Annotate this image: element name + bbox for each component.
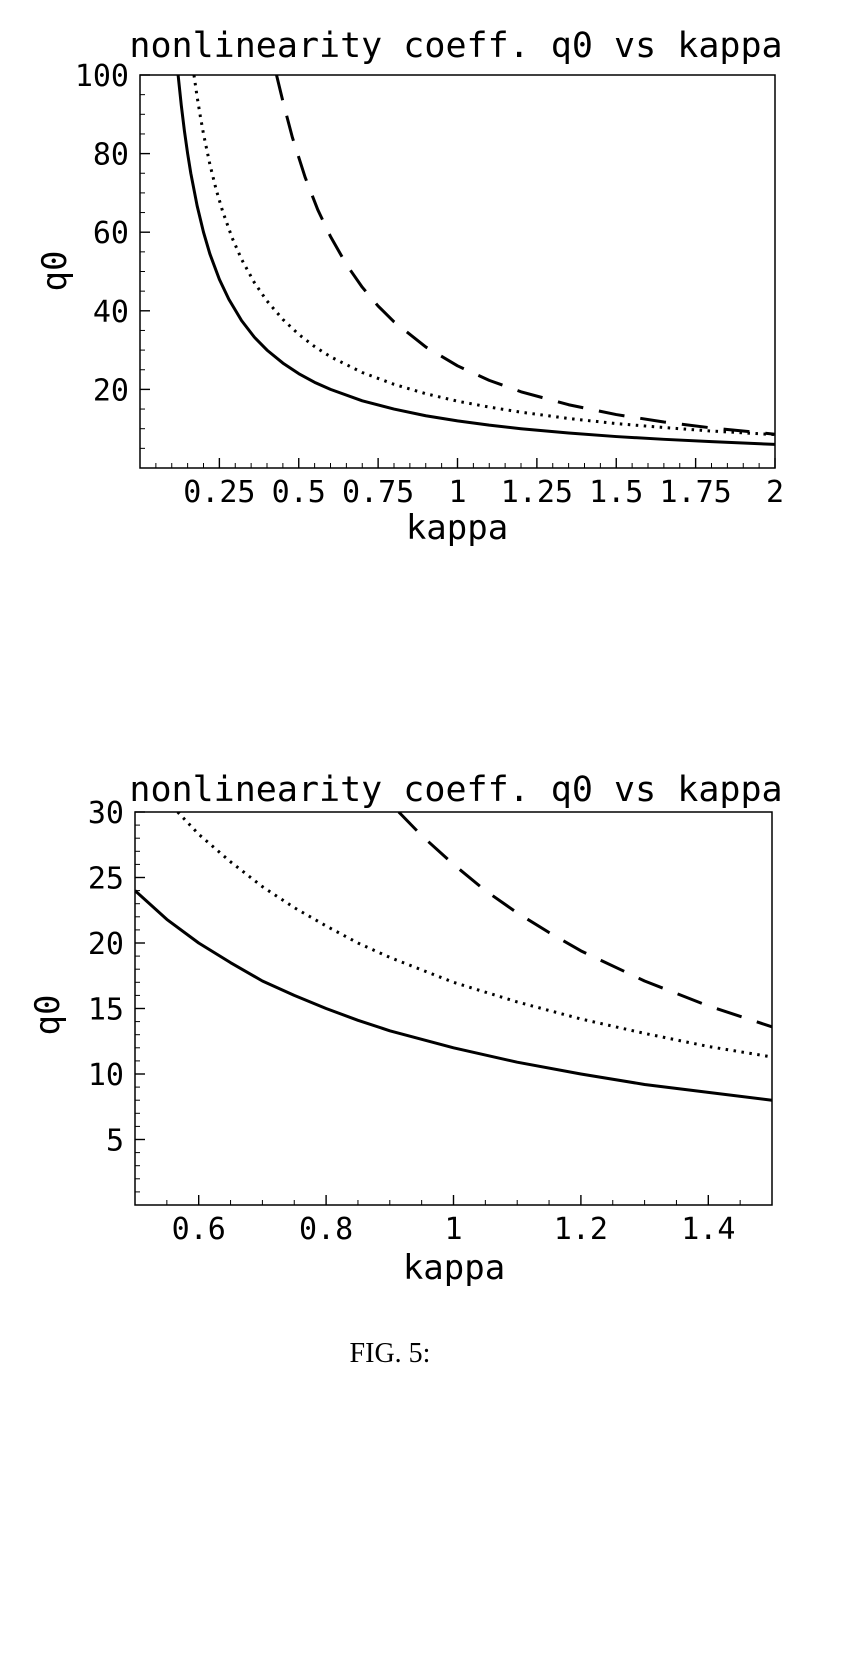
x-tick-label: 0.5 bbox=[272, 475, 326, 510]
curve-dashed bbox=[397, 812, 772, 1029]
y-axis-label: q0 bbox=[35, 250, 75, 292]
x-axis-label: kappa bbox=[402, 1248, 506, 1288]
x-tick-label: 1.5 bbox=[589, 475, 643, 510]
plot-frame bbox=[134, 811, 773, 1206]
bottom-chart-canvas: 0.6 0.8 1 1.2 1.4 5 10 15 20 25 30 bbox=[88, 796, 773, 1247]
curve-dashed bbox=[275, 75, 775, 436]
x-tick-label: 1.75 bbox=[660, 475, 732, 510]
y-tick-label: 30 bbox=[88, 796, 124, 831]
x-tick-label: 0.6 bbox=[172, 1212, 226, 1247]
y-tick-label: 25 bbox=[88, 862, 124, 897]
curve-dotted bbox=[192, 75, 775, 437]
figure-caption: FIG. 5: bbox=[349, 1338, 431, 1369]
y-tick-label: 5 bbox=[106, 1124, 124, 1159]
y-tick-label: 100 bbox=[75, 59, 129, 94]
x-tick-label: 0.8 bbox=[299, 1212, 353, 1247]
x-tick-label: 0.25 bbox=[183, 475, 255, 510]
curve-dotted bbox=[176, 812, 772, 1059]
y-tick-label: 20 bbox=[88, 927, 124, 962]
curve-solid bbox=[176, 75, 775, 446]
chart-title: nonlinearity coeff. q0 vs kappa bbox=[129, 26, 783, 66]
top-chart-canvas: 0.25 0.5 0.75 1 1.25 1.5 1.75 2 20 40 60 80 100 bbox=[75, 59, 784, 510]
y-tick-label: 60 bbox=[93, 216, 129, 251]
x-tick-label: 1.2 bbox=[554, 1212, 608, 1247]
plot-frame bbox=[139, 74, 776, 469]
chart-title: nonlinearity coeff. q0 vs kappa bbox=[129, 770, 783, 810]
x-tick-label: 1 bbox=[448, 475, 466, 510]
y-tick-label: 80 bbox=[93, 138, 129, 173]
curve-solid bbox=[135, 889, 772, 1102]
x-tick-label: 1.4 bbox=[681, 1212, 735, 1247]
figure-top-chart: nonlinearity coeff. q0 vs kappa 0.25 0.5 0… bbox=[0, 0, 861, 620]
y-tick-label: 15 bbox=[88, 993, 124, 1028]
x-axis-label: kappa bbox=[405, 508, 509, 548]
figure-bottom-chart: nonlinearity coeff. q0 vs kappa 0.6 0.8 1 1… bbox=[0, 760, 861, 1380]
y-axis-label: q0 bbox=[28, 994, 68, 1036]
y-tick-label: 40 bbox=[93, 295, 129, 330]
x-tick-label: 1 bbox=[444, 1212, 462, 1247]
y-tick-label: 20 bbox=[93, 373, 129, 408]
y-tick-label: 10 bbox=[88, 1058, 124, 1093]
x-tick-label: 2 bbox=[766, 475, 784, 510]
x-tick-label: 1.25 bbox=[501, 475, 573, 510]
x-tick-label: 0.75 bbox=[342, 475, 414, 510]
